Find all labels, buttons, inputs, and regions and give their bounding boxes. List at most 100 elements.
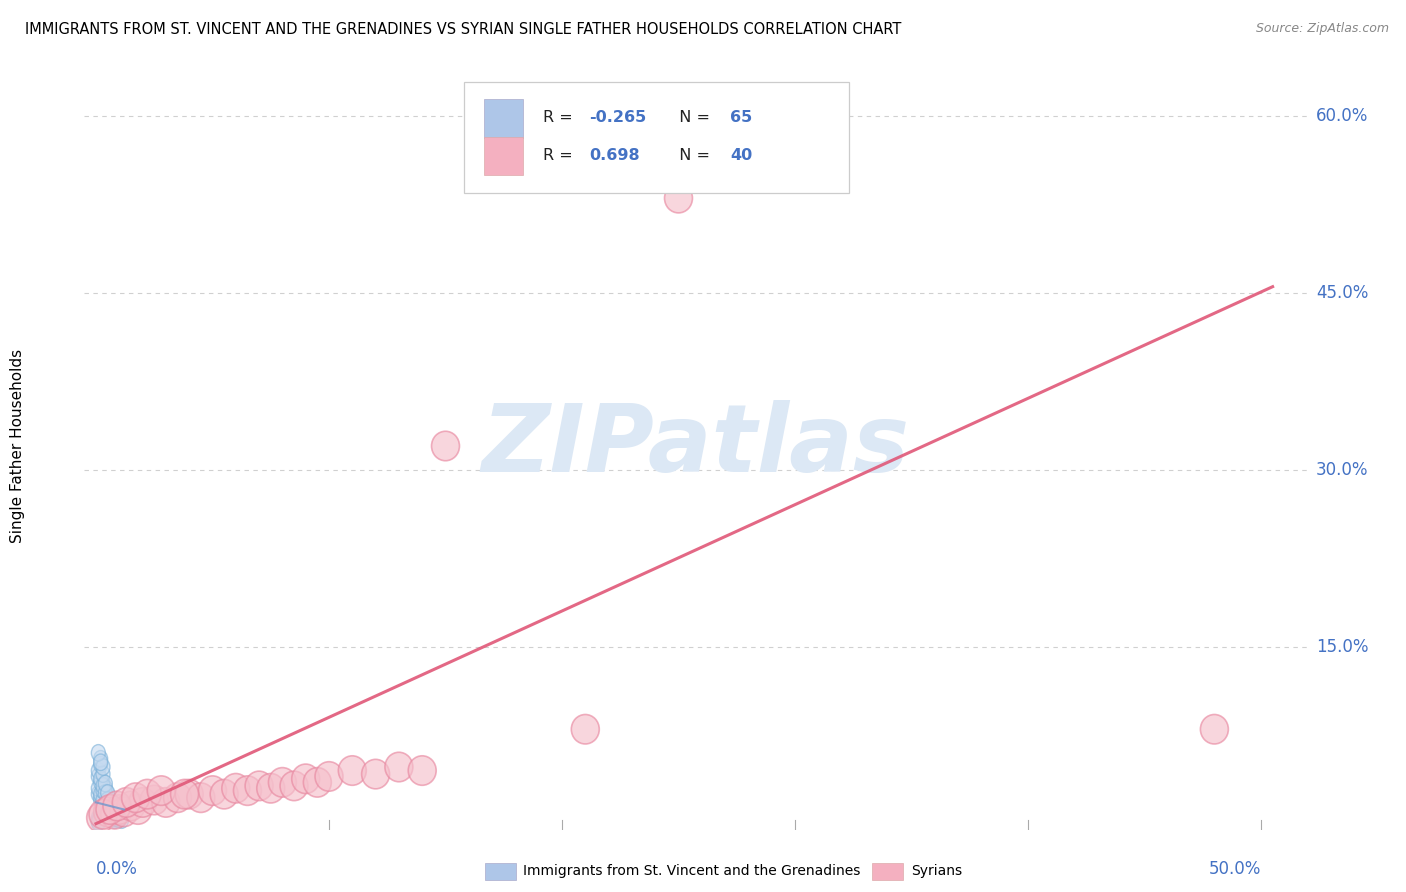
Ellipse shape <box>233 776 262 805</box>
Ellipse shape <box>98 797 112 814</box>
Ellipse shape <box>105 811 120 827</box>
Ellipse shape <box>96 774 110 790</box>
Ellipse shape <box>110 810 124 826</box>
Ellipse shape <box>432 431 460 461</box>
Text: 45.0%: 45.0% <box>1316 284 1368 301</box>
Text: IMMIGRANTS FROM ST. VINCENT AND THE GRENADINES VS SYRIAN SINGLE FATHER HOUSEHOLD: IMMIGRANTS FROM ST. VINCENT AND THE GREN… <box>25 22 901 37</box>
Ellipse shape <box>94 797 122 827</box>
Ellipse shape <box>94 786 108 803</box>
Text: 30.0%: 30.0% <box>1316 460 1368 479</box>
Ellipse shape <box>96 782 110 799</box>
Ellipse shape <box>96 778 110 794</box>
Ellipse shape <box>134 780 162 809</box>
Ellipse shape <box>124 795 152 824</box>
Ellipse shape <box>94 792 108 808</box>
Text: 0.698: 0.698 <box>589 148 640 162</box>
Ellipse shape <box>187 783 215 813</box>
Ellipse shape <box>91 813 105 830</box>
Ellipse shape <box>245 772 273 801</box>
Text: Syrians: Syrians <box>911 864 962 879</box>
Text: 50.0%: 50.0% <box>1209 860 1261 878</box>
Ellipse shape <box>408 756 436 785</box>
Text: 0.0%: 0.0% <box>96 860 138 878</box>
FancyBboxPatch shape <box>464 81 849 193</box>
Ellipse shape <box>571 714 599 744</box>
Ellipse shape <box>101 801 115 818</box>
Ellipse shape <box>91 780 105 797</box>
Ellipse shape <box>280 772 308 801</box>
Ellipse shape <box>101 786 115 803</box>
Ellipse shape <box>87 803 115 832</box>
Ellipse shape <box>257 773 285 803</box>
Ellipse shape <box>152 788 180 817</box>
Ellipse shape <box>105 795 134 824</box>
Ellipse shape <box>94 806 108 822</box>
Ellipse shape <box>96 794 110 811</box>
Ellipse shape <box>148 776 176 805</box>
Ellipse shape <box>103 792 117 808</box>
Text: 65: 65 <box>730 111 752 125</box>
Ellipse shape <box>665 184 693 213</box>
Ellipse shape <box>105 806 120 822</box>
Ellipse shape <box>112 811 127 827</box>
Bar <box>484 136 523 175</box>
Ellipse shape <box>98 797 112 814</box>
Ellipse shape <box>103 804 117 820</box>
Ellipse shape <box>98 785 112 801</box>
Ellipse shape <box>96 810 110 826</box>
Bar <box>484 99 523 137</box>
Ellipse shape <box>115 812 128 829</box>
Ellipse shape <box>128 788 156 817</box>
Ellipse shape <box>96 759 110 775</box>
Ellipse shape <box>94 750 108 767</box>
Ellipse shape <box>315 762 343 791</box>
Ellipse shape <box>108 812 122 829</box>
Ellipse shape <box>304 768 332 797</box>
Ellipse shape <box>385 752 413 781</box>
Ellipse shape <box>122 783 149 813</box>
Ellipse shape <box>94 754 108 771</box>
Ellipse shape <box>110 811 124 827</box>
Ellipse shape <box>170 780 198 809</box>
Ellipse shape <box>110 810 124 826</box>
Ellipse shape <box>163 783 191 813</box>
Text: Immigrants from St. Vincent and the Grenadines: Immigrants from St. Vincent and the Gren… <box>523 864 860 879</box>
Ellipse shape <box>91 812 105 829</box>
Text: N =: N = <box>669 111 716 125</box>
Text: Source: ZipAtlas.com: Source: ZipAtlas.com <box>1256 22 1389 36</box>
Ellipse shape <box>94 771 108 787</box>
Ellipse shape <box>89 799 117 829</box>
Text: ZIPatlas: ZIPatlas <box>482 400 910 492</box>
Ellipse shape <box>96 804 110 820</box>
Ellipse shape <box>103 797 117 814</box>
Text: -0.265: -0.265 <box>589 111 647 125</box>
Ellipse shape <box>98 780 112 797</box>
Text: R =: R = <box>543 111 578 125</box>
Ellipse shape <box>94 812 108 829</box>
Ellipse shape <box>112 811 127 827</box>
Ellipse shape <box>141 785 169 814</box>
Ellipse shape <box>105 797 120 814</box>
Ellipse shape <box>98 808 112 825</box>
Ellipse shape <box>105 806 120 822</box>
Ellipse shape <box>209 780 238 809</box>
Ellipse shape <box>91 763 105 779</box>
Text: 40: 40 <box>730 148 752 162</box>
Ellipse shape <box>98 775 112 792</box>
Ellipse shape <box>108 808 122 825</box>
Ellipse shape <box>91 786 105 803</box>
Ellipse shape <box>98 801 112 818</box>
Ellipse shape <box>94 774 108 790</box>
Ellipse shape <box>101 799 128 829</box>
Ellipse shape <box>91 814 105 830</box>
Ellipse shape <box>101 801 115 818</box>
Ellipse shape <box>101 792 115 808</box>
Ellipse shape <box>103 804 117 820</box>
Ellipse shape <box>94 811 108 827</box>
Ellipse shape <box>1201 714 1229 744</box>
Ellipse shape <box>91 745 105 761</box>
Ellipse shape <box>94 756 108 772</box>
Ellipse shape <box>91 810 105 826</box>
Ellipse shape <box>222 773 250 803</box>
Ellipse shape <box>101 806 115 822</box>
